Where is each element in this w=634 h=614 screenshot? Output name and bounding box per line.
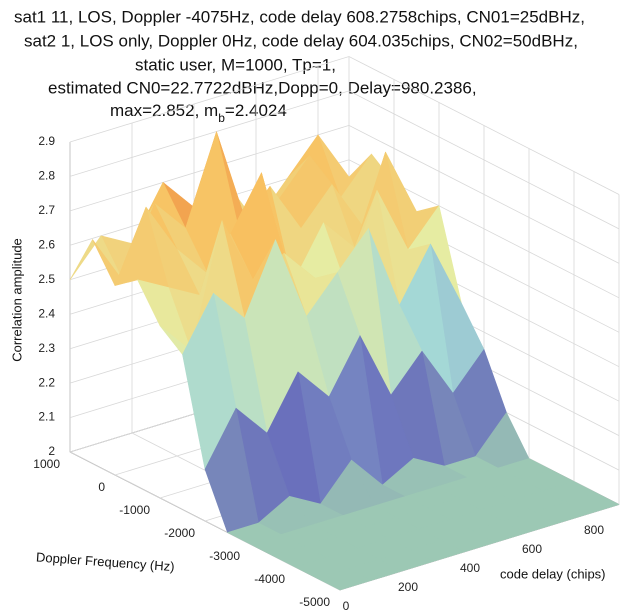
z-tick-label: 2.5 xyxy=(38,272,55,286)
title-subscript: b xyxy=(218,111,225,125)
z-tick-label: 2.9 xyxy=(38,134,55,148)
title-block: sat1 11, LOS, Doppler -4075Hz, code dela… xyxy=(14,7,585,125)
title-text: max=2.852, m xyxy=(110,101,218,120)
z-tick-label: 2.4 xyxy=(38,306,55,320)
z-tick-label: 2.8 xyxy=(38,169,55,183)
y-tick-label: -5000 xyxy=(299,595,330,609)
x-axis-label: code delay (chips) xyxy=(500,566,606,581)
x-tick-label: 400 xyxy=(460,561,480,575)
title-line: sat2 1, LOS only, Doppler 0Hz, code dela… xyxy=(24,31,578,50)
y-tick-label: 1000 xyxy=(33,457,60,471)
surface-cell xyxy=(317,568,372,591)
z-tick-label: 2.7 xyxy=(38,203,55,217)
y-tick-label: -3000 xyxy=(209,549,240,563)
z-tick-label: 2.6 xyxy=(38,238,55,252)
y-tick-label: -2000 xyxy=(164,526,195,540)
z-axis-label: Correlation amplitude xyxy=(9,238,24,362)
title-line: sat1 11, LOS, Doppler -4075Hz, code dela… xyxy=(14,7,585,26)
title-line: estimated CN0=22.7722dBHz,Dopp=0, Delay=… xyxy=(48,78,477,97)
y-tick-label: -4000 xyxy=(254,572,285,586)
x-tick-label: 0 xyxy=(343,599,350,613)
z-tick-label: 2.2 xyxy=(38,375,55,389)
y-tick-label: 0 xyxy=(98,480,105,494)
axes-front: 2 2.1 2.2 2.3 2.4 2.5 2.6 2.7 2.8 2.9 0 200 400 600 80… xyxy=(33,134,604,613)
z-tick-label: 2.3 xyxy=(38,341,55,355)
y-tick-label: -1000 xyxy=(119,503,150,517)
x-tick-label: 200 xyxy=(398,580,418,594)
z-tick-label: 2.1 xyxy=(38,410,55,424)
x-tick-label: 800 xyxy=(584,523,604,537)
surface xyxy=(69,131,620,591)
z-tick-label: 2 xyxy=(48,444,55,458)
title-line: static user, M=1000, Tp=1, xyxy=(135,55,336,74)
x-tick-label: 600 xyxy=(522,542,542,556)
